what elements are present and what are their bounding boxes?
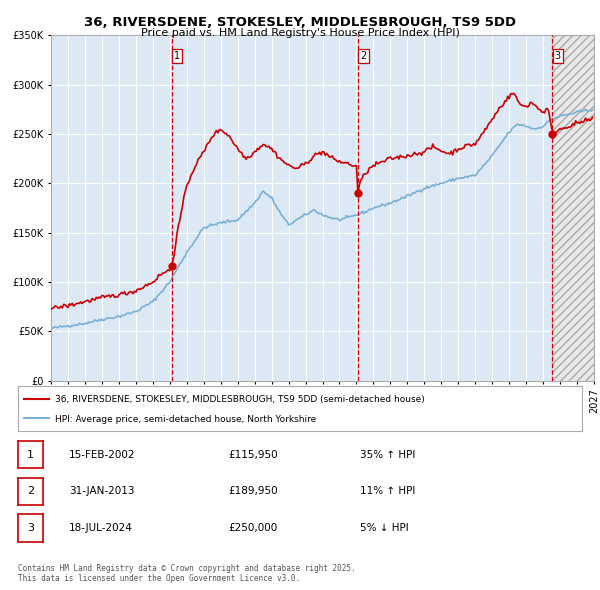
Text: 36, RIVERSDENE, STOKESLEY, MIDDLESBROUGH, TS9 5DD: 36, RIVERSDENE, STOKESLEY, MIDDLESBROUGH…: [84, 16, 516, 29]
Text: 2: 2: [361, 51, 367, 61]
Text: 1: 1: [27, 450, 34, 460]
Text: £115,950: £115,950: [228, 450, 278, 460]
Text: Contains HM Land Registry data © Crown copyright and database right 2025.
This d: Contains HM Land Registry data © Crown c…: [18, 563, 356, 583]
Text: Price paid vs. HM Land Registry's House Price Index (HPI): Price paid vs. HM Land Registry's House …: [140, 28, 460, 38]
Text: 5% ↓ HPI: 5% ↓ HPI: [360, 523, 409, 533]
Text: 36, RIVERSDENE, STOKESLEY, MIDDLESBROUGH, TS9 5DD (semi-detached house): 36, RIVERSDENE, STOKESLEY, MIDDLESBROUGH…: [55, 395, 424, 404]
Bar: [552, 35, 594, 381]
Text: 1: 1: [175, 51, 181, 61]
Text: 3: 3: [27, 523, 34, 533]
Text: £189,950: £189,950: [228, 487, 278, 496]
Text: 35% ↑ HPI: 35% ↑ HPI: [360, 450, 415, 460]
Text: 31-JAN-2013: 31-JAN-2013: [69, 487, 134, 496]
Text: 11% ↑ HPI: 11% ↑ HPI: [360, 487, 415, 496]
Text: 18-JUL-2024: 18-JUL-2024: [69, 523, 133, 533]
Text: £250,000: £250,000: [228, 523, 277, 533]
Text: HPI: Average price, semi-detached house, North Yorkshire: HPI: Average price, semi-detached house,…: [55, 415, 316, 424]
Text: 2: 2: [27, 487, 34, 496]
Text: 3: 3: [555, 51, 561, 61]
Text: 15-FEB-2002: 15-FEB-2002: [69, 450, 136, 460]
